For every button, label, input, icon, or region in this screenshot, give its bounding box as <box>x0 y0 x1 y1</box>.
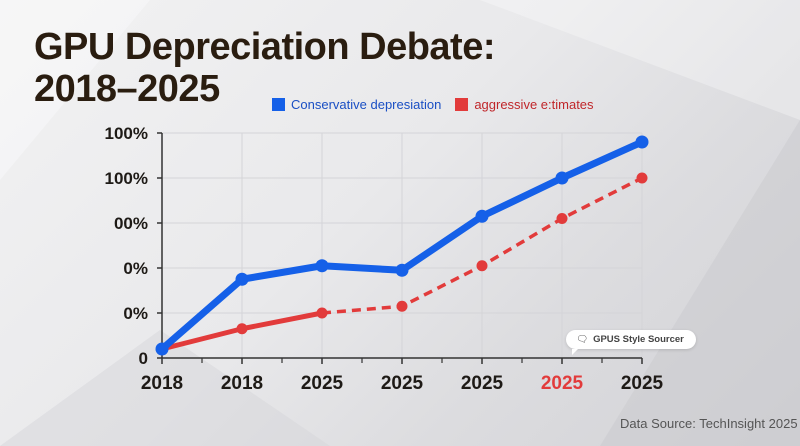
conservative-point <box>395 263 409 277</box>
conservative-point <box>315 259 329 273</box>
source-tooltip: 🗨 GPUS Style Sourcer <box>566 330 696 355</box>
y-tick-label: 100% <box>105 124 148 143</box>
title-line-2: 2018–2025 <box>34 68 220 110</box>
tooltip-label: GPUS Style Sourcer <box>593 334 684 345</box>
y-tick-label: 0 <box>139 349 148 368</box>
x-tick-label: 2025 <box>461 373 504 394</box>
x-tick-label: 2018 <box>221 373 263 394</box>
conservative-point <box>555 171 569 185</box>
legend-item-aggressive[interactable]: aggressive e:timates <box>455 97 594 112</box>
x-tick-label: 2025 <box>621 373 664 394</box>
legend: Conservative depresiation aggressive e:t… <box>272 97 608 112</box>
y-tick-label: 0% <box>123 304 148 323</box>
legend-swatch-blue <box>272 98 285 111</box>
y-tick-label: 0% <box>123 259 148 278</box>
legend-swatch-red <box>455 98 469 111</box>
legend-label: aggressive e:timates <box>474 97 594 112</box>
aggressive-point <box>636 172 648 184</box>
chart-title: GPU Depreciation Debate: 2018–2025 <box>34 26 496 110</box>
conservative-point <box>475 209 489 223</box>
legend-item-conservative[interactable]: Conservative depresiation <box>272 97 441 112</box>
title-line-1: GPU Depreciation Debate: <box>34 26 496 68</box>
y-tick-label: 100% <box>105 169 148 188</box>
conservative-point <box>155 342 169 356</box>
aggressive-point <box>236 323 248 335</box>
conservative-point <box>635 135 649 149</box>
chat-bubble-icon: 🗨 <box>576 334 589 345</box>
x-tick-label: 2018 <box>141 373 183 394</box>
y-tick-label: 00% <box>114 214 148 233</box>
x-tick-label: 2025 <box>381 373 424 394</box>
aggressive-point <box>476 260 488 272</box>
aggressive-point <box>396 300 408 312</box>
conservative-point <box>235 272 249 286</box>
aggressive-point <box>316 307 328 319</box>
x-tick-label: 2025 <box>301 373 344 394</box>
data-source: Data Source: TechInsight 2025 <box>620 416 798 431</box>
x-tick-label: 2025 <box>541 373 584 394</box>
legend-label: Conservative depresiation <box>291 97 442 112</box>
aggressive-point <box>556 213 568 224</box>
